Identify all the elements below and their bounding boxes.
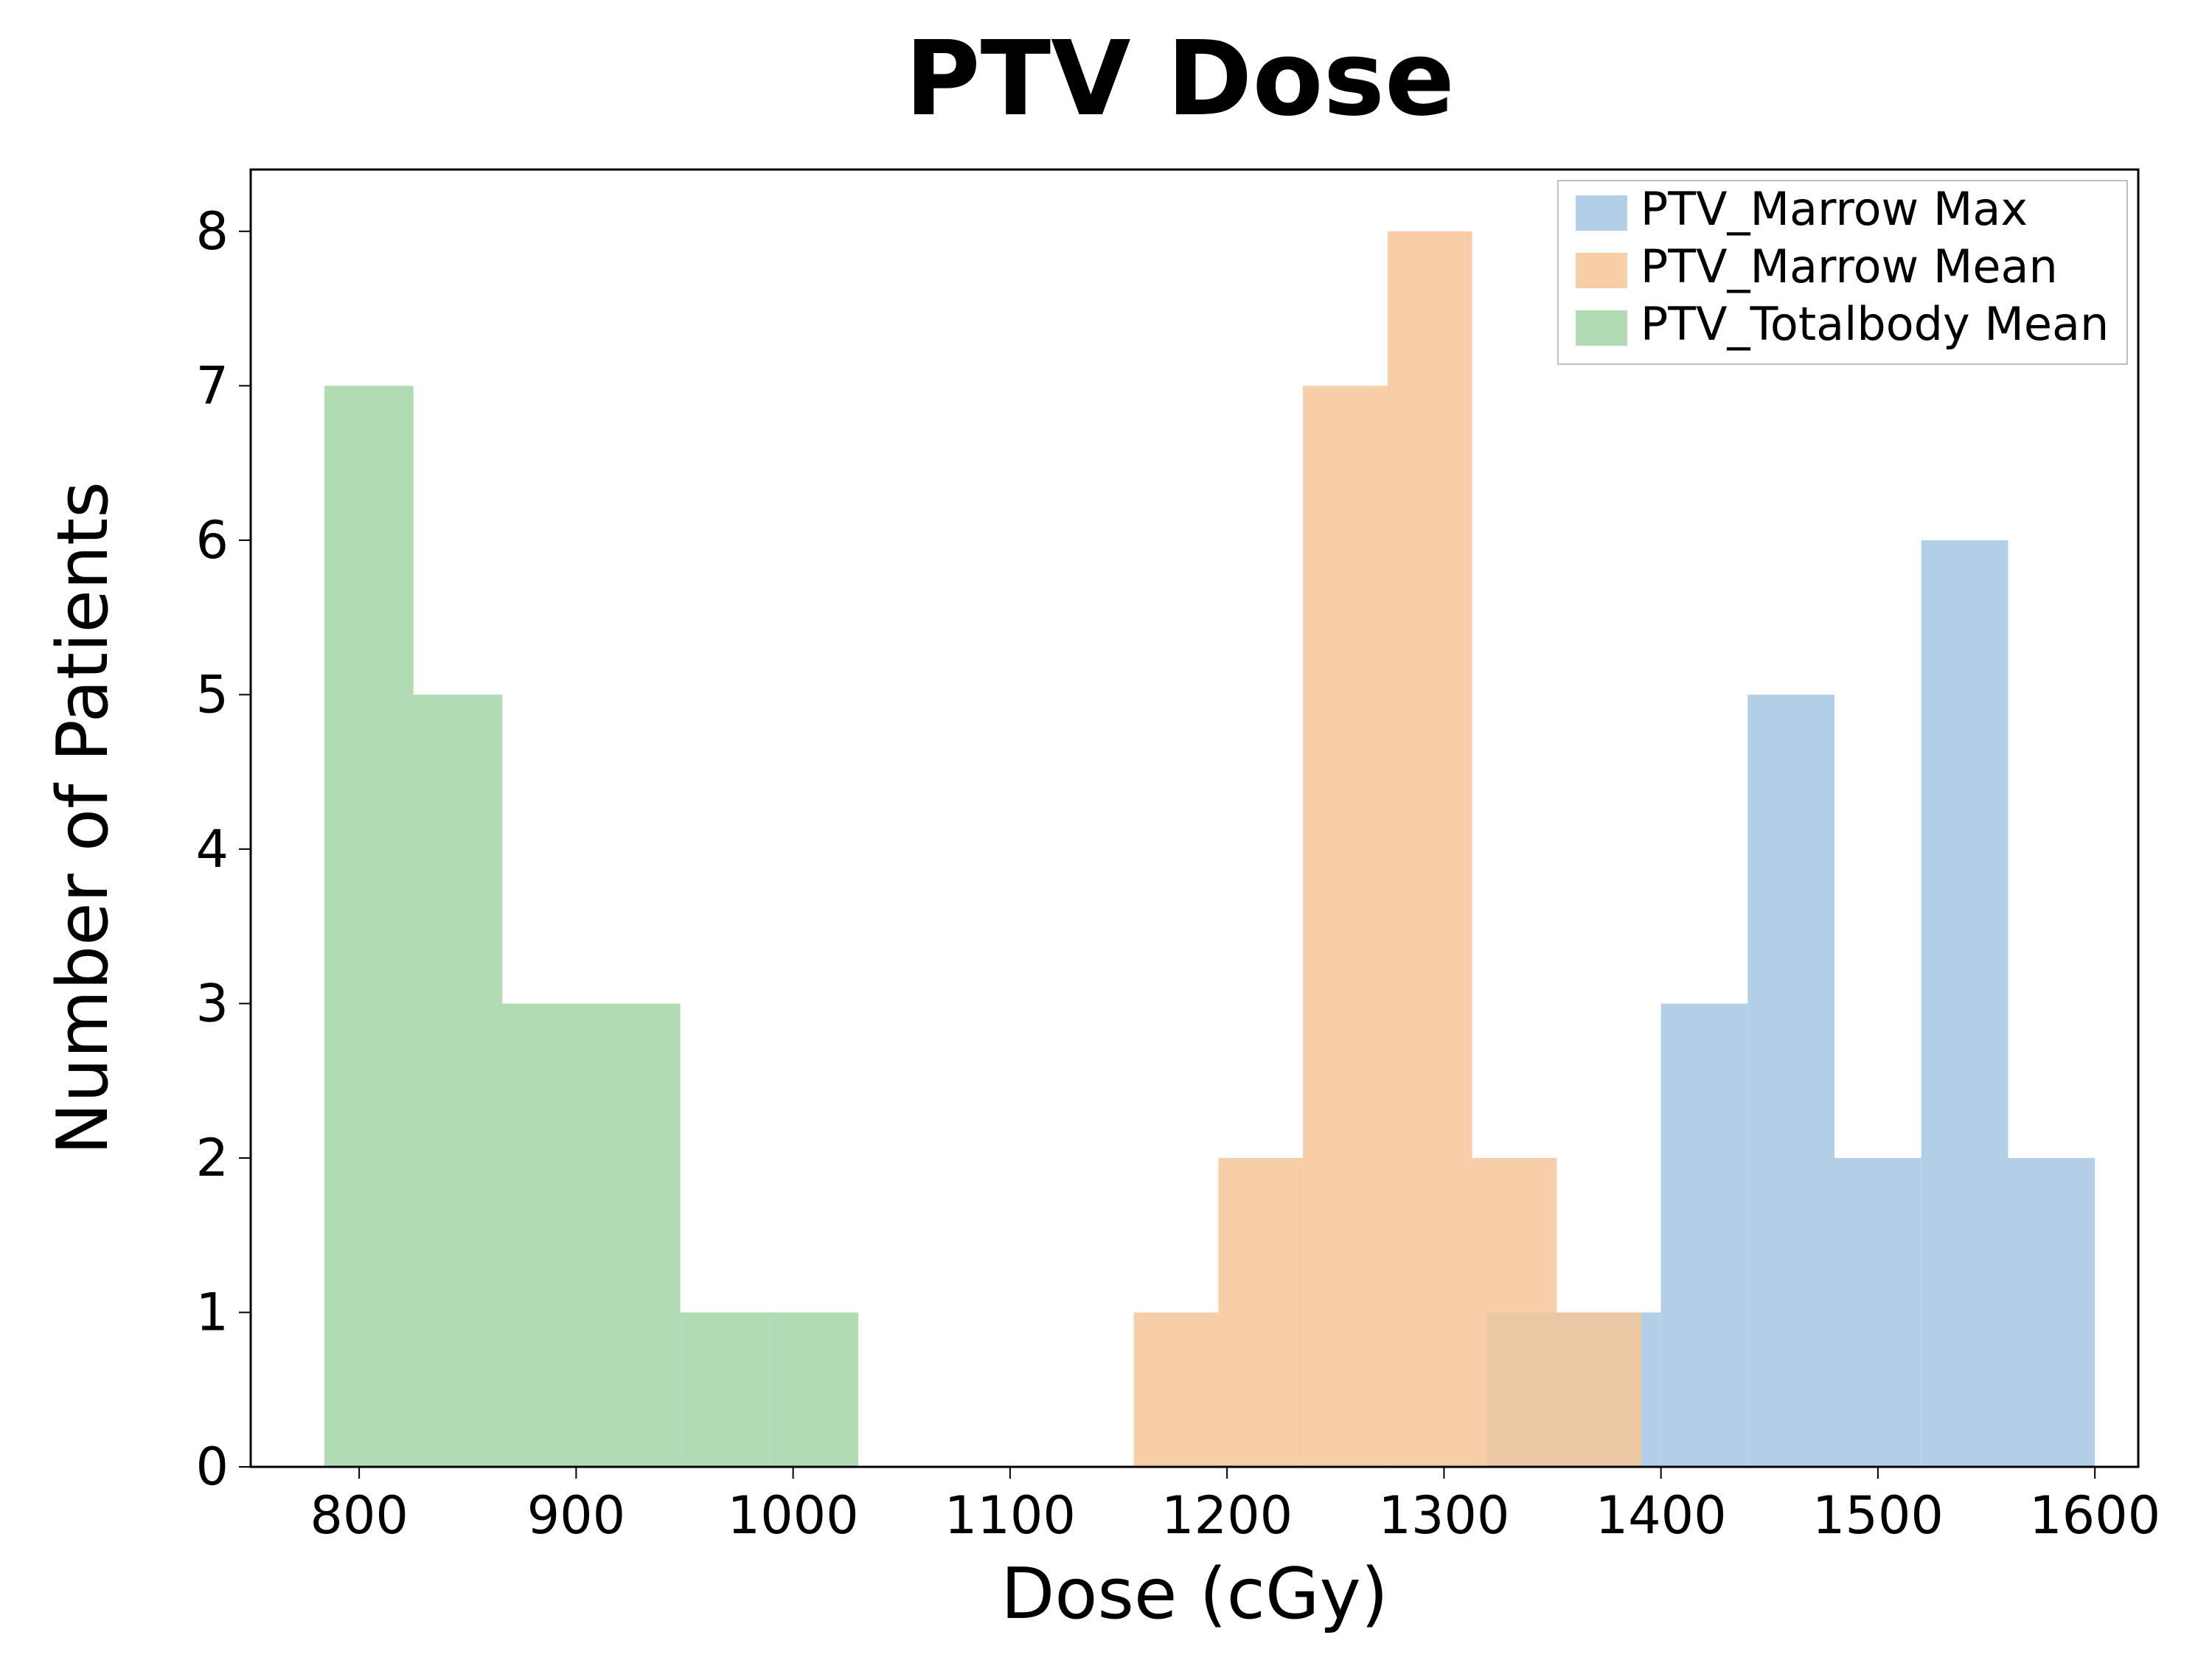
y-tick-label: 7 xyxy=(195,355,229,416)
legend-swatch xyxy=(1576,310,1627,346)
histogram-bar xyxy=(1134,1312,1219,1467)
chart-title: PTV Dose xyxy=(905,19,1455,139)
x-axis-label: Dose (cGy) xyxy=(1001,1554,1388,1635)
histogram-bar xyxy=(1747,694,1834,1467)
histogram-bar xyxy=(769,1312,858,1467)
histogram-bar xyxy=(324,386,414,1467)
histogram-bar xyxy=(591,1003,681,1467)
y-tick-label: 6 xyxy=(195,510,229,571)
y-tick-label: 3 xyxy=(195,973,229,1033)
y-tick-label: 4 xyxy=(195,819,229,879)
y-tick-label: 1 xyxy=(195,1282,229,1342)
histogram-bar xyxy=(1388,231,1472,1467)
histogram-bar xyxy=(1921,540,2008,1467)
y-tick-label: 5 xyxy=(195,664,229,725)
y-tick-label: 2 xyxy=(195,1128,229,1188)
y-axis-label: Number of Patients xyxy=(43,481,124,1155)
x-tick-label: 1200 xyxy=(1161,1485,1293,1546)
histogram-bar xyxy=(1834,1158,1921,1467)
ptv-dose-histogram: PTV Dose 800 900 1000 1100 1200 1300 1400 1500 1… xyxy=(0,0,2212,1674)
legend-label: PTV_Marrow Mean xyxy=(1641,240,2058,293)
histogram-bar xyxy=(502,1003,591,1467)
histogram-bar xyxy=(681,1312,770,1467)
histogram-bar xyxy=(1557,1312,1641,1467)
x-tick-label: 1500 xyxy=(1812,1485,1944,1546)
x-tick-label: 900 xyxy=(527,1485,626,1546)
x-tick-label: 1300 xyxy=(1378,1485,1509,1546)
x-tick-label: 800 xyxy=(310,1485,408,1546)
x-tick-label: 1600 xyxy=(2029,1485,2160,1546)
histogram-bar xyxy=(1218,1158,1303,1467)
x-tick-label: 1400 xyxy=(1596,1485,1727,1546)
legend-label: PTV_Totalbody Mean xyxy=(1641,297,2109,351)
x-tick-label: 1100 xyxy=(945,1485,1076,1546)
histogram-bar xyxy=(1661,1003,1748,1467)
legend-label: PTV_Marrow Max xyxy=(1641,182,2028,236)
legend-swatch xyxy=(1576,195,1627,231)
legend: PTV_Marrow MaxPTV_Marrow MeanPTV_Totalbo… xyxy=(1558,181,2127,364)
x-tick-label: 1000 xyxy=(728,1485,859,1546)
bars-group xyxy=(324,231,2095,1467)
chart-container: PTV Dose 800 900 1000 1100 1200 1300 1400 1500 1… xyxy=(0,0,2212,1674)
legend-swatch xyxy=(1576,253,1627,288)
y-tick-label: 8 xyxy=(195,201,229,262)
histogram-bar xyxy=(1303,386,1388,1467)
histogram-bar xyxy=(2008,1158,2095,1467)
histogram-bar xyxy=(414,694,503,1467)
histogram-bar xyxy=(1472,1158,1557,1467)
y-tick-label: 0 xyxy=(195,1437,229,1497)
